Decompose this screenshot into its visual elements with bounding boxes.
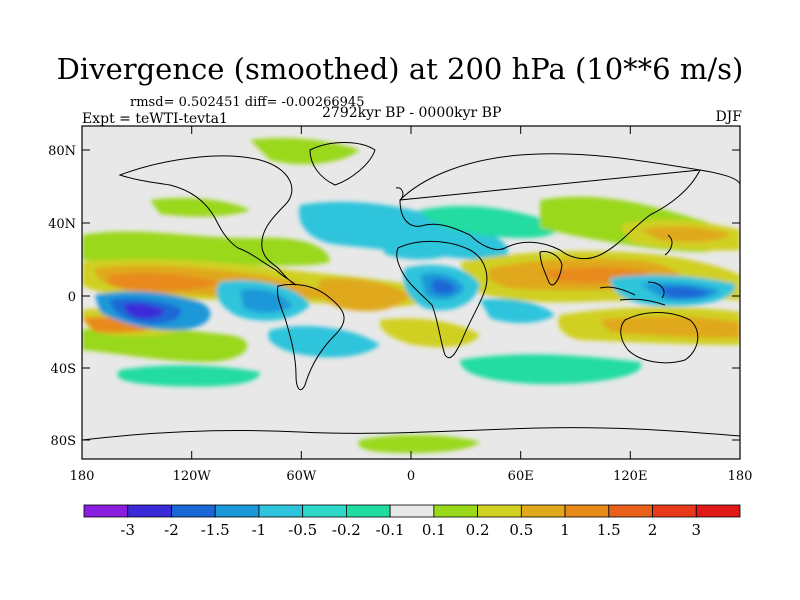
colorbar-label: -1.5	[201, 521, 230, 539]
period-label: 2792kyr BP - 0000kyr BP	[322, 105, 502, 121]
x-tick-label: 180	[70, 469, 95, 484]
colorbar-swatch	[608, 504, 653, 518]
colorbar-label: 2	[648, 521, 658, 539]
experiment-label: Expt = teWTI-tevta1	[82, 111, 228, 127]
colorbar-swatch	[171, 504, 216, 518]
colorbar-swatch	[433, 504, 479, 518]
colorbar-label: 0.2	[466, 521, 490, 539]
field-patch	[117, 365, 260, 387]
coast-islands	[599, 281, 666, 306]
y-tick-label: 40N	[48, 217, 76, 232]
colorbar-swatch	[83, 504, 129, 518]
colorbar-swatch	[520, 504, 566, 518]
colorbar-label: -0.1	[376, 521, 405, 539]
field-patch	[379, 318, 480, 348]
field-patch	[432, 279, 456, 295]
field-patch	[380, 238, 450, 260]
field-patch	[318, 278, 410, 312]
field-patch	[124, 303, 165, 319]
colorbar-swatch	[477, 504, 522, 518]
coast-uk	[395, 187, 404, 201]
colorbar-label: -0.2	[332, 521, 361, 539]
field-patch	[150, 198, 250, 217]
rmsd-label: rmsd=	[130, 95, 175, 110]
coast-india	[539, 251, 563, 286]
colorbar-label: -0.5	[288, 521, 317, 539]
field-patch	[358, 434, 480, 454]
stats-line: rmsd= 0.502451 diff= -0.00266945	[130, 95, 364, 110]
colorbar-swatch	[389, 504, 435, 518]
y-tick-label: 80N	[48, 144, 76, 159]
x-tick-label: 120E	[613, 469, 647, 484]
colorbar-swatch	[258, 504, 304, 518]
y-tick-label: 0	[68, 290, 76, 305]
field-patch	[660, 286, 710, 298]
colorbar-swatch	[345, 504, 391, 518]
coast-eurasia	[399, 153, 740, 260]
y-axis-labels: 80N 40N 0 40S 80S	[48, 144, 76, 449]
colorbar-label: 0.1	[422, 521, 446, 539]
colorbar-label: 0.5	[509, 521, 533, 539]
chart-title: Divergence (smoothed) at 200 hPa (10**6 …	[56, 52, 744, 86]
coast-north-america	[118, 155, 297, 286]
x-tick-label: 120W	[173, 469, 212, 484]
colorbar-label: -3	[120, 521, 135, 539]
field-patch	[299, 201, 509, 262]
field-patch	[600, 316, 740, 338]
coastlines	[82, 142, 740, 441]
rmsd-value: 0.502451	[178, 95, 241, 110]
colorbar-swatch	[564, 504, 610, 518]
x-tick-label: 60W	[286, 469, 317, 484]
coast-greenland	[309, 142, 376, 186]
field-patch	[82, 231, 330, 268]
diff-value: -0.00266945	[281, 95, 365, 110]
colorbar-label: 1.5	[597, 521, 621, 539]
field-patch	[250, 138, 360, 165]
colorbar-label: -2	[164, 521, 179, 539]
y-tick-label: 40S	[51, 362, 76, 377]
season-label: DJF	[715, 109, 742, 125]
colorbar-swatch	[302, 504, 347, 518]
x-tick-label: 60E	[508, 469, 534, 484]
colorbar-swatch	[127, 504, 172, 518]
diff-label: diff=	[244, 95, 278, 110]
field-patch	[240, 288, 292, 313]
divergence-field	[82, 138, 740, 454]
field-patch	[82, 317, 160, 333]
coast-australia	[620, 312, 699, 364]
colorbar: -3 -2 -1.5 -1 -0.5 -0.2 -0.1 0.1 0.2 0.5 1 1.5 2 3	[83, 504, 741, 539]
coast-south-america	[277, 283, 345, 391]
field-patch	[420, 205, 560, 238]
x-axis-labels: 180 120W 60W 0 60E 120E 180	[70, 469, 753, 484]
colorbar-label: 1	[560, 521, 570, 539]
colorbar-swatch	[695, 504, 741, 518]
field-patch	[108, 272, 220, 291]
x-tick-label: 0	[407, 469, 415, 484]
y-tick-label: 80S	[51, 434, 76, 449]
coast-antarctica	[82, 427, 740, 441]
coast-africa	[396, 240, 488, 359]
colorbar-swatch	[214, 504, 260, 518]
colorbar-label: -1	[252, 521, 267, 539]
map-panel	[81, 125, 741, 460]
field-patch	[640, 226, 730, 242]
coast-japan	[664, 234, 673, 256]
field-patch	[480, 298, 555, 323]
colorbar-label: 3	[691, 521, 701, 539]
colorbar-swatch	[652, 504, 697, 518]
field-patch	[460, 354, 642, 385]
field-patch	[268, 325, 380, 358]
x-tick-label: 180	[728, 469, 753, 484]
axis-ticks	[82, 126, 740, 459]
